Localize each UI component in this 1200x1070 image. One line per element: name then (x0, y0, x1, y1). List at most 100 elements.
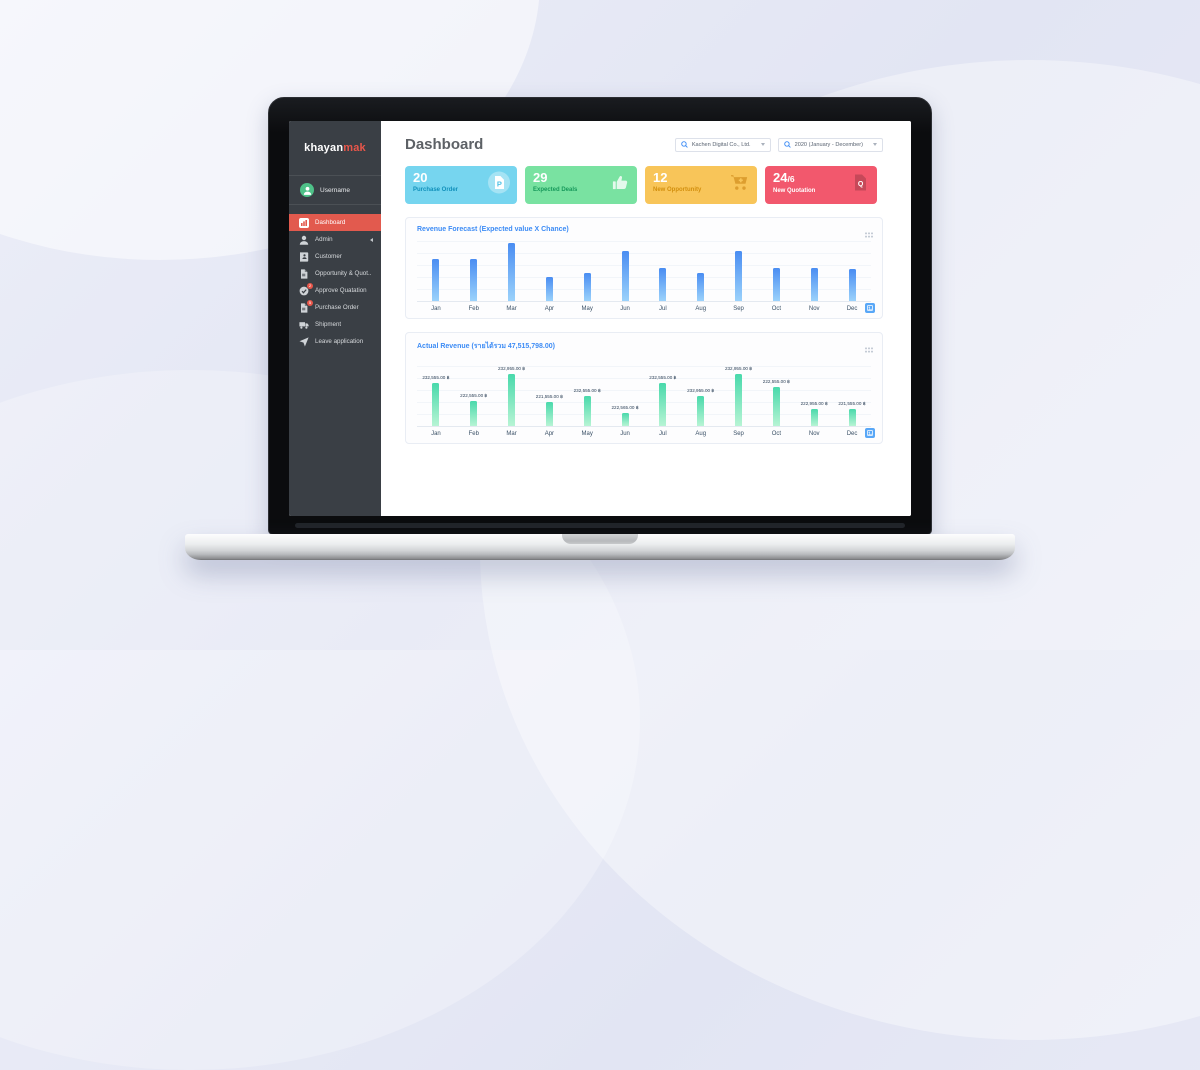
stat-label: New Opportunity (653, 187, 702, 193)
month-label: Dec (846, 306, 858, 312)
month-label: Apr (544, 431, 555, 437)
bar (432, 259, 440, 301)
sidebar-item-label: Customer (315, 253, 342, 260)
thumbs-up-icon (611, 173, 630, 197)
notification-badge: 5 (307, 299, 313, 306)
bar-column (606, 240, 644, 301)
bar-value-label: 232,555.00 ฿ (422, 375, 450, 380)
bar (848, 409, 856, 426)
stat-card-expected-deals: 29 Expected Deals (525, 166, 637, 204)
bar-column (568, 240, 606, 301)
sidebar-item-label: Dashboard (315, 219, 346, 226)
sidebar-item-leave-application[interactable]: Leave application (289, 333, 381, 350)
bar-value-label: 222,555.00 ฿ (762, 379, 790, 384)
shipment-truck-icon (299, 320, 309, 330)
bar-column: 221,555.00 ฿ (530, 359, 568, 426)
bar-column: 232,955.00 ฿ (493, 359, 531, 426)
user-avatar-icon (300, 183, 314, 197)
bar-column: 222,555.00 ฿ (455, 359, 493, 426)
chevron-down-icon (873, 143, 877, 146)
sidebar-item-dashboard[interactable]: Dashboard (289, 214, 381, 231)
month-label: Nov (808, 431, 820, 437)
bar-column (720, 240, 758, 301)
search-icon (681, 141, 688, 148)
sidebar-item-purchase-order[interactable]: 5 Purchase Order (289, 299, 381, 316)
customer-book-icon (299, 251, 309, 262)
chart-title: Revenue Forecast (Expected value X Chanc… (417, 226, 569, 233)
bar-chart-plot (417, 240, 871, 302)
sidebar-item-label: Leave application (315, 338, 364, 345)
laptop-hinge (295, 523, 905, 528)
month-label: Nov (808, 306, 820, 312)
bar-column (833, 240, 871, 301)
month-label: May (581, 431, 593, 437)
bar (621, 251, 629, 301)
stat-card-new-quotation: 24/6 New Quotation Q (765, 166, 877, 204)
bar (772, 387, 780, 426)
purchase-order-file-icon: P (488, 171, 510, 199)
company-filter-value: Kachen Digital Co., Ltd. (691, 141, 751, 148)
bar-column (682, 240, 720, 301)
logo-text-accent: mak (343, 142, 366, 154)
stat-value: 29 (533, 170, 548, 185)
month-label: Feb (468, 306, 479, 312)
revenue-forecast-chart-card: Revenue Forecast (Expected value X Chanc… (405, 217, 883, 319)
month-label: Jan (431, 306, 441, 312)
month-label: Jun (620, 431, 630, 437)
bar-value-label: 232,955.00 ฿ (724, 366, 753, 371)
actual-revenue-chart-card: Actual Revenue (รายได้รวม 47,515,798.00)… (405, 332, 883, 444)
sidebar-item-approve-quotation[interactable]: 2 Approve Quatation (289, 282, 381, 299)
month-label: Dec (846, 431, 858, 437)
bar (848, 269, 856, 301)
month-label: Oct (771, 431, 782, 437)
expand-icon[interactable] (865, 225, 873, 243)
month-axis: Jan Feb Mar Apr May Jun Jul Aug Sep Oct Nov Dec (417, 427, 871, 437)
leave-plane-icon (299, 336, 309, 347)
bar (697, 396, 705, 426)
month-label: Aug (695, 431, 707, 437)
year-filter-dropdown[interactable]: 2020 (January - December) (777, 137, 883, 152)
svg-text:Q: Q (858, 181, 864, 188)
stat-value-suffix: /6 (787, 174, 795, 184)
opportunity-document-icon (299, 268, 309, 279)
bar-column: 221,555.00 ฿ (833, 359, 871, 426)
chart-title: Actual Revenue (รายได้รวม 47,515,798.00) (417, 343, 555, 350)
export-image-icon[interactable] (865, 428, 875, 438)
search-icon (783, 141, 791, 148)
svg-text:P: P (497, 179, 502, 188)
export-image-icon[interactable] (865, 303, 875, 313)
bar (508, 243, 516, 301)
sidebar-item-opportunity-quotation[interactable]: Opportunity & Quot.. (289, 265, 381, 282)
bar-column: 232,955.00 ฿ (682, 359, 720, 426)
expand-icon[interactable] (865, 340, 873, 358)
bar-column: 222,565.00 ฿ (606, 359, 644, 426)
month-label: Feb (468, 431, 479, 437)
month-label: Jul (659, 431, 667, 437)
username-label: Username (320, 186, 350, 194)
month-label: Jul (659, 306, 667, 312)
notification-badge: 2 (307, 282, 313, 289)
approve-check-icon: 2 (299, 282, 313, 296)
bar (583, 396, 591, 426)
stat-value: 20 (413, 170, 428, 185)
admin-person-icon (299, 235, 309, 245)
bar-column: 232,555.00 ฿ (568, 359, 606, 426)
month-label: May (581, 306, 593, 312)
bar-value-label: 232,555.00 ฿ (573, 388, 601, 393)
bar-value-label: 232,555.00 ฿ (649, 375, 677, 380)
company-filter-dropdown[interactable]: Kachen Digital Co., Ltd. (674, 137, 771, 152)
sidebar-item-customer[interactable]: Customer (289, 248, 381, 265)
chevron-down-icon (760, 143, 765, 146)
user-profile[interactable]: Username (289, 175, 381, 205)
bar-value-label: 221,555.00 ฿ (535, 394, 563, 399)
bar-column: 222,955.00 ฿ (795, 359, 833, 426)
month-axis: Jan Feb Mar Apr May Jun Jul Aug Sep Oct Nov Dec (417, 302, 871, 312)
quotation-file-icon: Q (851, 173, 870, 198)
bar-chart-plot: 232,555.00 ฿ 222,555.00 ฿ 232,955.00 ฿ 221,… (417, 359, 871, 427)
year-filter-value: 2020 (January - December) (794, 141, 863, 148)
sidebar-item-admin[interactable]: Admin (289, 231, 381, 248)
purchase-document-icon: 5 (299, 299, 313, 313)
sidebar-item-shipment[interactable]: Shipment (289, 316, 381, 333)
app-window: khayan mak Username Dashboard (289, 121, 911, 516)
bar (545, 402, 553, 426)
